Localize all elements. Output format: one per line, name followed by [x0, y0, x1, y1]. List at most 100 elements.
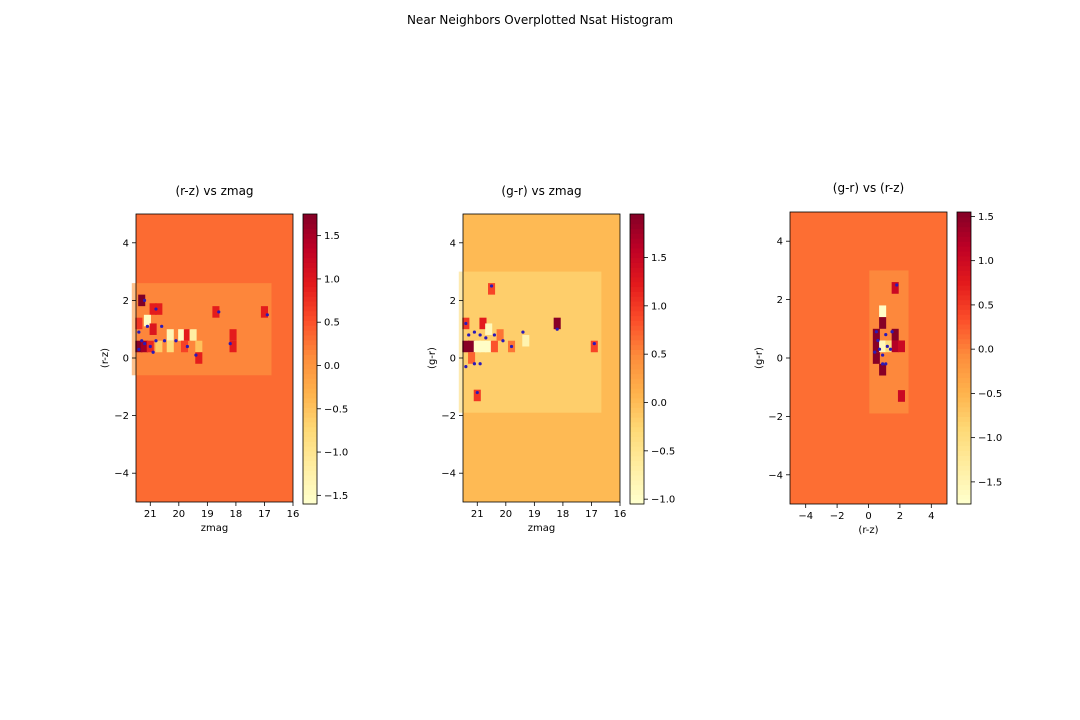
colorbar-segment — [957, 212, 971, 218]
colorbar-tick-label: 1.5 — [651, 253, 667, 264]
colorbar-tick-label: 0.5 — [978, 300, 994, 311]
colorbar-segment — [303, 455, 317, 462]
colorbar-segment — [630, 426, 644, 433]
x-tick-label: −2 — [830, 511, 845, 522]
heatmap-cell — [462, 340, 470, 353]
panel-1: 21 20 19 18 17 16 −4 −2 0 2 4 (r-z) vs zmag zmag (r-z… — [100, 184, 348, 534]
colorbar-segment — [630, 402, 644, 408]
colorbar-frame — [956, 211, 972, 505]
colorbar-segment — [630, 455, 644, 462]
colorbar-segment — [303, 436, 317, 442]
colorbar-segment — [630, 354, 644, 360]
x-tick-label: 2 — [897, 511, 903, 522]
colorbar-segment — [957, 314, 971, 320]
colorbar-tick-label: −1.0 — [651, 495, 675, 506]
colorbar-segment — [630, 388, 644, 394]
colorbar-segment — [303, 460, 317, 466]
colorbar-segment — [303, 421, 317, 428]
colorbar-segment — [630, 392, 644, 399]
colorbar-segment — [303, 243, 317, 249]
y-tick-label: −4 — [441, 469, 456, 480]
colorbar-segment — [630, 276, 644, 283]
scatter-point — [489, 284, 494, 288]
colorbar-segment — [957, 328, 971, 335]
x-tick-label: 17 — [258, 509, 271, 520]
scatter-point — [592, 342, 596, 346]
y-tick-label: −4 — [768, 470, 783, 481]
heatmap-cell — [485, 340, 493, 353]
heatmap-cell — [473, 389, 481, 402]
heatmap-cell — [897, 390, 906, 402]
scatter-point — [228, 342, 232, 346]
colorbar-segment — [630, 450, 644, 457]
colorbar-segment — [303, 286, 317, 292]
colorbar-segment — [303, 441, 317, 447]
colorbar-segment — [957, 435, 971, 442]
scatter-point — [877, 347, 882, 351]
heatmap-cell — [468, 340, 476, 353]
colorbar-segment — [630, 407, 644, 413]
colorbar-tick-label: −1.0 — [978, 433, 1002, 444]
colorbar-segment — [630, 339, 644, 346]
colorbar-segment — [630, 330, 644, 336]
y-tick-label: 4 — [777, 237, 783, 248]
colorbar-tick-label: −1.5 — [978, 477, 1002, 488]
colorbar-segment — [303, 272, 317, 278]
colorbar-segment — [957, 304, 971, 310]
y-axis-label: (r-z) — [100, 348, 111, 368]
scatter-point — [464, 321, 468, 326]
colorbar-segment — [303, 325, 317, 331]
colorbar-tick-label: 1.5 — [978, 212, 994, 223]
colorbar-segment — [957, 275, 971, 281]
colorbar-segment — [630, 460, 644, 466]
colorbar-segment — [630, 252, 644, 259]
colorbar-segment — [303, 392, 317, 399]
scatter-point — [162, 339, 167, 343]
colorbar-segment — [630, 489, 644, 495]
colorbar-segment — [303, 431, 317, 437]
colorbar-segment — [630, 218, 644, 225]
colorbar-segment — [303, 417, 317, 423]
scatter-point — [217, 310, 221, 314]
y-tick-label: 2 — [450, 296, 456, 307]
heatmap-cell — [496, 329, 504, 341]
heatmap-cell — [468, 352, 476, 364]
colorbar-segment — [303, 310, 317, 317]
colorbar-segment — [630, 286, 644, 292]
colorbar-segment — [957, 387, 971, 393]
colorbar-segment — [957, 411, 971, 417]
colorbar-segment — [957, 377, 971, 383]
colorbar-segment — [957, 353, 971, 359]
colorbar-segment — [957, 416, 971, 422]
colorbar-segment — [303, 470, 317, 476]
heatmap-cell — [138, 294, 146, 307]
colorbar-segment — [303, 238, 317, 244]
y-tick-label: −4 — [114, 469, 129, 480]
colorbar-segment — [957, 406, 971, 413]
colorbar-segment — [957, 231, 971, 237]
scatter-point — [874, 330, 878, 334]
colorbar-segment — [957, 319, 971, 325]
heatmap-cell — [590, 340, 598, 353]
heatmap-cell — [485, 323, 493, 335]
colorbar-tick-label: −1.5 — [324, 491, 348, 502]
x-tick-label: 16 — [287, 509, 300, 520]
heatmap-cell — [872, 328, 880, 341]
colorbar-tick-label: 1.5 — [324, 231, 340, 242]
scatter-point — [890, 330, 894, 334]
colorbar-segment — [957, 216, 971, 223]
colorbar-segment — [957, 362, 971, 369]
colorbar-segment — [630, 291, 644, 297]
colorbar-segment — [303, 479, 317, 486]
y-tick-label: 4 — [450, 238, 456, 249]
heatmap-cell — [229, 340, 237, 353]
colorbar-segment — [957, 255, 971, 262]
colorbar-segment — [630, 368, 644, 375]
colorbar-segment — [630, 470, 644, 476]
heatmap-cell — [166, 340, 174, 353]
colorbar-segment — [957, 323, 971, 330]
heatmap-cell — [879, 317, 887, 329]
heatmap-cell — [143, 314, 151, 327]
colorbar-segment — [303, 373, 317, 379]
scatter-point — [492, 333, 496, 337]
